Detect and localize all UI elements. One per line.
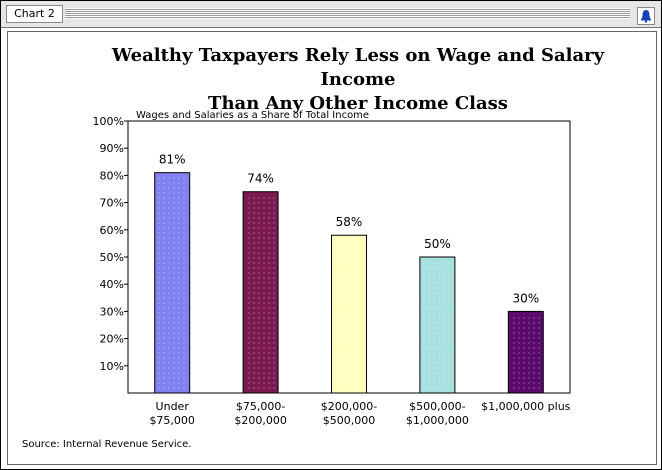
data-label: 74% [247, 172, 274, 186]
x-tick-label: $75,000- [236, 400, 285, 413]
y-axis: 10% 20% 30% 40% 50% 60% 70% 80% 90% 100% [93, 115, 128, 373]
titlebar-stripes [65, 8, 630, 19]
source-note: Source: Internal Revenue Service. [22, 439, 192, 450]
bar-texture [421, 259, 453, 391]
bar-texture [245, 193, 277, 391]
y-tick-label: 30% [100, 305, 124, 318]
data-label: 30% [512, 291, 539, 305]
x-tick-label: $1,000,000 [406, 414, 469, 427]
bell-icon[interactable] [637, 7, 655, 25]
chart-title-line1: Wealthy Taxpayers Rely Less on Wage and … [111, 45, 605, 90]
x-axis-labels: Under$75,000$75,000-$200,000$200,000-$50… [149, 400, 570, 427]
x-tick-label: $200,000- [321, 400, 377, 413]
y-tick-label: 80% [100, 169, 124, 182]
x-tick-label: $500,000 [323, 414, 376, 427]
y-tick-label: 70% [100, 197, 124, 210]
x-tick-label: $200,000 [234, 414, 287, 427]
y-tick-label: 40% [100, 278, 124, 291]
chart-title-line2: Than Any Other Income Class [208, 93, 508, 114]
data-label: 58% [336, 215, 363, 229]
y-tick-label: 20% [100, 333, 124, 346]
x-tick-label: $75,000 [149, 414, 195, 427]
chart-panel: Wealthy Taxpayers Rely Less on Wage and … [7, 31, 657, 465]
bar-chart: Wages and Salaries as a Share of Total I… [93, 110, 571, 427]
bars-group [154, 172, 544, 394]
y-tick-label: 100% [93, 115, 124, 128]
y-tick-label: 90% [100, 142, 124, 155]
bar-texture [333, 237, 365, 391]
data-labels-group: 81% 74% 58% 50% 30% [159, 153, 539, 306]
x-tick-label: $500,000- [409, 400, 465, 413]
chart-subtitle: Wages and Salaries as a Share of Total I… [136, 110, 369, 121]
chart-tab[interactable]: Chart 2 [6, 5, 63, 23]
window-titlebar: Chart 2 [1, 1, 661, 28]
x-tick-label: Under [156, 400, 190, 413]
bar-texture [510, 313, 542, 391]
y-tick-label: 10% [100, 360, 124, 373]
x-tick-label: $1,000,000 plus [481, 400, 570, 413]
data-label: 50% [424, 237, 451, 251]
data-label: 81% [159, 153, 186, 167]
y-tick-label: 60% [100, 224, 124, 237]
bar-texture [156, 174, 188, 391]
chart-title: Wealthy Taxpayers Rely Less on Wage and … [78, 44, 638, 116]
y-tick-label: 50% [100, 251, 124, 264]
